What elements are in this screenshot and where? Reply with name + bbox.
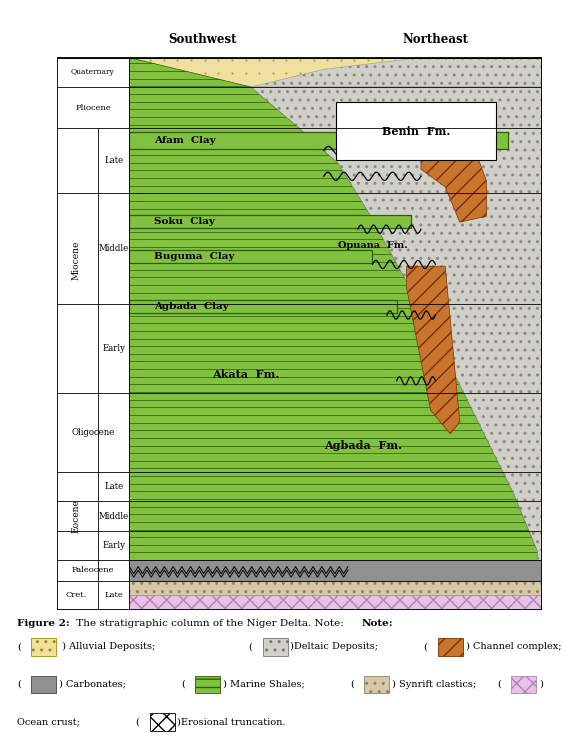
Bar bbox=[511, 676, 536, 693]
Bar bbox=[31, 676, 56, 693]
Text: Miocene: Miocene bbox=[71, 240, 80, 280]
Text: Early: Early bbox=[102, 344, 125, 353]
Text: Pliocene: Pliocene bbox=[75, 103, 111, 112]
Text: ) Carbonates;: ) Carbonates; bbox=[59, 680, 125, 689]
Polygon shape bbox=[421, 149, 486, 222]
Text: Akata  Fm.: Akata Fm. bbox=[212, 370, 279, 380]
Bar bbox=[195, 676, 220, 693]
Polygon shape bbox=[251, 57, 542, 87]
Text: Late: Late bbox=[104, 482, 124, 491]
Bar bbox=[129, 215, 411, 228]
Text: (: ( bbox=[249, 642, 253, 652]
Bar bbox=[31, 638, 56, 655]
Text: Soku  Clay: Soku Clay bbox=[154, 217, 215, 226]
Bar bbox=[56, 57, 129, 610]
Polygon shape bbox=[129, 57, 537, 610]
Text: ) Marine Shales;: ) Marine Shales; bbox=[223, 680, 305, 689]
Text: Late: Late bbox=[104, 156, 124, 165]
Text: (: ( bbox=[181, 680, 185, 689]
Text: ) Alluvial Deposits;: ) Alluvial Deposits; bbox=[59, 642, 155, 652]
Text: Agbada  Fm.: Agbada Fm. bbox=[324, 440, 402, 451]
Text: Middle: Middle bbox=[99, 512, 129, 521]
Text: Cret.: Cret. bbox=[66, 591, 86, 600]
Bar bbox=[129, 560, 542, 580]
Text: Eocene: Eocene bbox=[71, 499, 80, 533]
Text: Agbada  Clay: Agbada Clay bbox=[154, 302, 228, 311]
Bar bbox=[129, 595, 542, 610]
Text: (: ( bbox=[497, 680, 501, 689]
Bar bbox=[129, 580, 542, 595]
Text: ) Channel complex;: ) Channel complex; bbox=[466, 642, 561, 652]
Bar bbox=[129, 251, 372, 263]
Text: (: ( bbox=[350, 680, 354, 689]
Text: Ocean crust;: Ocean crust; bbox=[17, 717, 80, 726]
Text: (: ( bbox=[17, 680, 21, 689]
Text: Early: Early bbox=[102, 541, 125, 550]
Text: (: ( bbox=[424, 642, 428, 652]
Bar bbox=[438, 638, 463, 655]
Text: Quaternary: Quaternary bbox=[71, 68, 115, 77]
Text: ) Synrift clastics;: ) Synrift clastics; bbox=[392, 680, 476, 689]
Bar bbox=[129, 301, 397, 313]
Bar bbox=[129, 57, 542, 610]
Text: )Deltaic Deposits;: )Deltaic Deposits; bbox=[290, 642, 379, 652]
Text: )Erosional truncation.: )Erosional truncation. bbox=[177, 717, 286, 726]
Bar bbox=[364, 676, 389, 693]
Text: Southwest: Southwest bbox=[168, 33, 237, 46]
Text: Note:: Note: bbox=[362, 620, 393, 629]
Text: Late: Late bbox=[105, 591, 123, 600]
Text: Opuana  Fm.: Opuana Fm. bbox=[338, 241, 408, 250]
Text: The stratigraphic column of the Niger Delta. Note:: The stratigraphic column of the Niger De… bbox=[73, 620, 344, 629]
Text: Afam  Clay: Afam Clay bbox=[154, 136, 215, 145]
Bar bbox=[263, 638, 288, 655]
Text: Paleocene: Paleocene bbox=[72, 566, 114, 574]
Text: (: ( bbox=[136, 717, 140, 726]
Text: Buguma  Clay: Buguma Clay bbox=[154, 252, 234, 261]
Polygon shape bbox=[251, 87, 542, 610]
Bar bbox=[129, 132, 508, 149]
Text: Northeast: Northeast bbox=[402, 33, 468, 46]
Bar bbox=[150, 713, 175, 731]
Text: Middle: Middle bbox=[99, 244, 129, 253]
Text: Oligocene: Oligocene bbox=[71, 428, 115, 437]
Text: (: ( bbox=[17, 642, 21, 652]
Text: ): ) bbox=[539, 680, 543, 689]
Polygon shape bbox=[406, 266, 460, 434]
Text: Benin  Fm.: Benin Fm. bbox=[382, 126, 450, 137]
Text: Figure 2:: Figure 2: bbox=[17, 620, 69, 629]
FancyBboxPatch shape bbox=[336, 102, 496, 161]
